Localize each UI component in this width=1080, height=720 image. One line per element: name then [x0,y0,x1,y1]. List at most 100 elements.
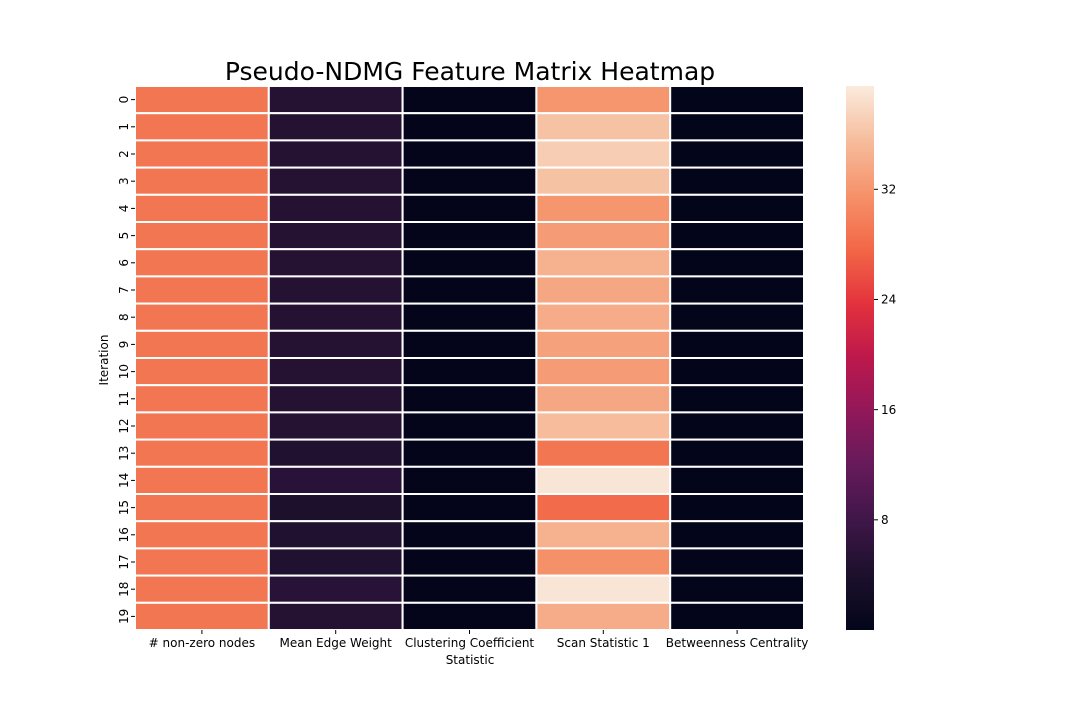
heatmap-cell [669,601,806,631]
colorbar-tick-label: 8 [881,513,889,527]
heatmap-cell [535,112,672,142]
heatmap-cell [134,329,270,359]
heatmap-cell [267,601,404,631]
heatmap-cell [134,112,270,142]
y-tick-label: 2 [117,150,131,158]
colorbar-tick-label: 32 [881,182,896,196]
x-axis-ticks: # non-zero nodes Mean Edge Weight Clusteri… [149,630,808,650]
heatmap-cell [267,493,404,523]
heatmap-cell [401,574,538,604]
heatmap-cell [669,112,806,142]
heatmap-cell [134,601,270,631]
heatmap-cell [267,302,404,332]
heatmap-cell [401,221,538,251]
heatmap-cell [401,248,538,278]
heatmap-cell [535,465,672,495]
heatmap-cell [267,221,404,251]
heatmap-cell [134,193,270,224]
heatmap-cell [401,139,538,169]
heatmap-cell [134,547,270,577]
heatmap-cell [669,166,806,196]
heatmap-cell [535,601,672,631]
y-tick-label: 15 [117,500,131,515]
heatmap-cell [401,465,538,495]
heatmap-cell [134,302,270,332]
heatmap-cell [401,85,538,115]
heatmap-cell [535,193,672,224]
heatmap-cell [401,193,538,224]
heatmap-cell [401,112,538,142]
heatmap-cells [134,85,806,631]
heatmap-cell [401,275,538,305]
heatmap-cell [134,438,270,468]
y-tick-label: 12 [117,418,131,433]
heatmap-cell [134,139,270,169]
x-axis-label: Statistic [446,653,495,667]
heatmap-cell [267,166,404,196]
heatmap-cell [535,493,672,523]
heatmap-cell [669,384,806,414]
heatmap-cell [134,493,270,523]
heatmap-cell [535,85,672,115]
heatmap-cell [267,112,404,142]
heatmap-cell [401,357,538,387]
heatmap-cell [669,574,806,604]
heatmap-cell [134,520,270,550]
chart-title: Pseudo-NDMG Feature Matrix Heatmap [225,57,715,86]
heatmap-cell [669,438,806,468]
heatmap-cell [267,139,404,169]
colorbar-gradient [846,86,874,630]
heatmap-cell [535,139,672,169]
heatmap-cell [401,493,538,523]
heatmap-cell [669,193,806,224]
y-tick-label: 0 [117,96,131,104]
heatmap-cell [535,357,672,387]
heatmap-cell [669,493,806,523]
heatmap-cell [134,465,270,495]
y-tick-label: 8 [117,313,131,321]
y-tick-label: 5 [117,232,131,240]
heatmap-cell [401,166,538,196]
heatmap-cell [267,438,404,468]
heatmap-cell [267,574,404,604]
heatmap-cell [669,329,806,359]
y-tick-label: 14 [117,473,131,488]
heatmap-cell [134,248,270,278]
heatmap-cell [134,384,270,414]
heatmap-cell [669,85,806,115]
y-tick-label: 19 [117,609,131,624]
heatmap-cell [267,411,404,441]
heatmap-cell [401,438,538,468]
y-tick-label: 13 [117,446,131,461]
heatmap-cell [134,221,270,251]
heatmap-cell [535,275,672,305]
y-tick-label: 10 [117,364,131,379]
heatmap-cell [535,384,672,414]
heatmap-cell [134,357,270,387]
heatmap-cell [535,166,672,196]
heatmap-cell [401,302,538,332]
y-tick-label: 6 [117,259,131,267]
heatmap-cell [401,329,538,359]
heatmap-cell [535,547,672,577]
y-tick-label: 18 [117,582,131,597]
heatmap-cell [535,411,672,441]
heatmap-cell [134,166,270,196]
y-tick-label: 16 [117,527,131,542]
heatmap-cell [267,85,404,115]
heatmap-cell [669,302,806,332]
y-tick-label: 1 [117,123,131,131]
heatmap-cell [669,221,806,251]
heatmap-cell [267,384,404,414]
y-tick-label: 17 [117,554,131,569]
heatmap-cell [267,275,404,305]
heatmap-cell [535,438,672,468]
heatmap-cell [669,357,806,387]
x-tick-label: # non-zero nodes [149,636,255,650]
heatmap-cell [669,248,806,278]
heatmap-cell [401,384,538,414]
x-tick-label: Mean Edge Weight [280,636,393,650]
heatmap-cell [267,248,404,278]
heatmap-cell [267,329,404,359]
